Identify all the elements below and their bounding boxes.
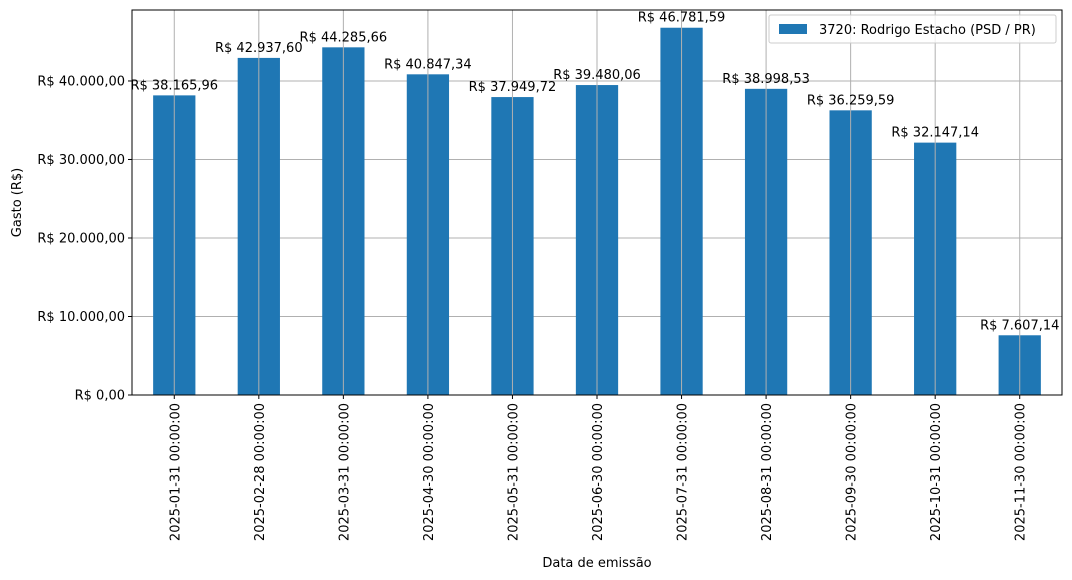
y-tick-label: R$ 20.000,00: [37, 231, 125, 246]
y-tick-label: R$ 30.000,00: [37, 153, 125, 168]
bar-value-label: R$ 39.480,06: [553, 68, 641, 83]
x-tick-label: 2025-02-28 00:00:00: [253, 403, 268, 541]
bar-value-label: R$ 36.259,59: [807, 93, 895, 108]
bar-value-label: R$ 42.937,60: [215, 41, 303, 56]
x-gridlines: [173, 10, 1021, 395]
bar-value-label: R$ 7.607,14: [980, 318, 1059, 333]
bar-value-label: R$ 32.147,14: [891, 126, 979, 141]
bar-value-label: R$ 37.949,72: [469, 80, 557, 95]
x-tick-label: 2025-05-31 00:00:00: [506, 403, 521, 541]
legend: 3720: Rodrigo Estacho (PSD / PR): [768, 14, 1057, 44]
bar-value-labels: R$ 38.165,96 R$ 42.937,60R$ 44.285,66 R$ 4…: [130, 11, 1059, 334]
legend-box: [768, 14, 1057, 44]
bar-value-label: R$ 44.285,66: [300, 30, 388, 45]
x-axis-title: Data de emissão: [542, 556, 651, 571]
bar-value-label: R$ 40.847,34: [384, 57, 472, 72]
x-tick-label: 2025-03-31 00:00:00: [337, 403, 352, 541]
y-tick-label: R$ 0,00: [75, 389, 125, 404]
x-tick-label: 2025-04-30 00:00:00: [422, 403, 437, 541]
bar-value-label: R$ 38.998,53: [722, 72, 810, 87]
bar-value-label: R$ 46.781,59: [638, 11, 726, 26]
y-tick-label: R$ 40.000,00: [37, 74, 125, 89]
x-axis-ticks: 2025-01-31 00:00:00 2025-02-28 00:00:00 20…: [168, 395, 1029, 541]
x-tick-label: 2025-01-31 00:00:00: [168, 403, 183, 541]
y-axis-ticks: R$ 0,00 R$ 10.000,00 R$ 20.000,00 R$ 30.000…: [37, 74, 132, 404]
legend-swatch: [779, 24, 807, 34]
x-tick-label: 2025-11-30 00:00:00: [1014, 403, 1029, 541]
x-tick-label: 2025-10-31 00:00:00: [929, 403, 944, 541]
x-tick-label: 2025-06-30 00:00:00: [591, 403, 606, 541]
legend-label: 3720: Rodrigo Estacho (PSD / PR): [819, 23, 1036, 38]
x-tick-label: 2025-08-31 00:00:00: [760, 403, 775, 541]
y-tick-label: R$ 10.000,00: [37, 310, 125, 325]
bar-value-label: R$ 38.165,96: [130, 78, 218, 93]
x-tick-label: 2025-09-30 00:00:00: [845, 403, 860, 541]
x-tick-label: 2025-07-31 00:00:00: [676, 403, 691, 541]
y-axis-title: Gasto (R$): [10, 168, 25, 237]
